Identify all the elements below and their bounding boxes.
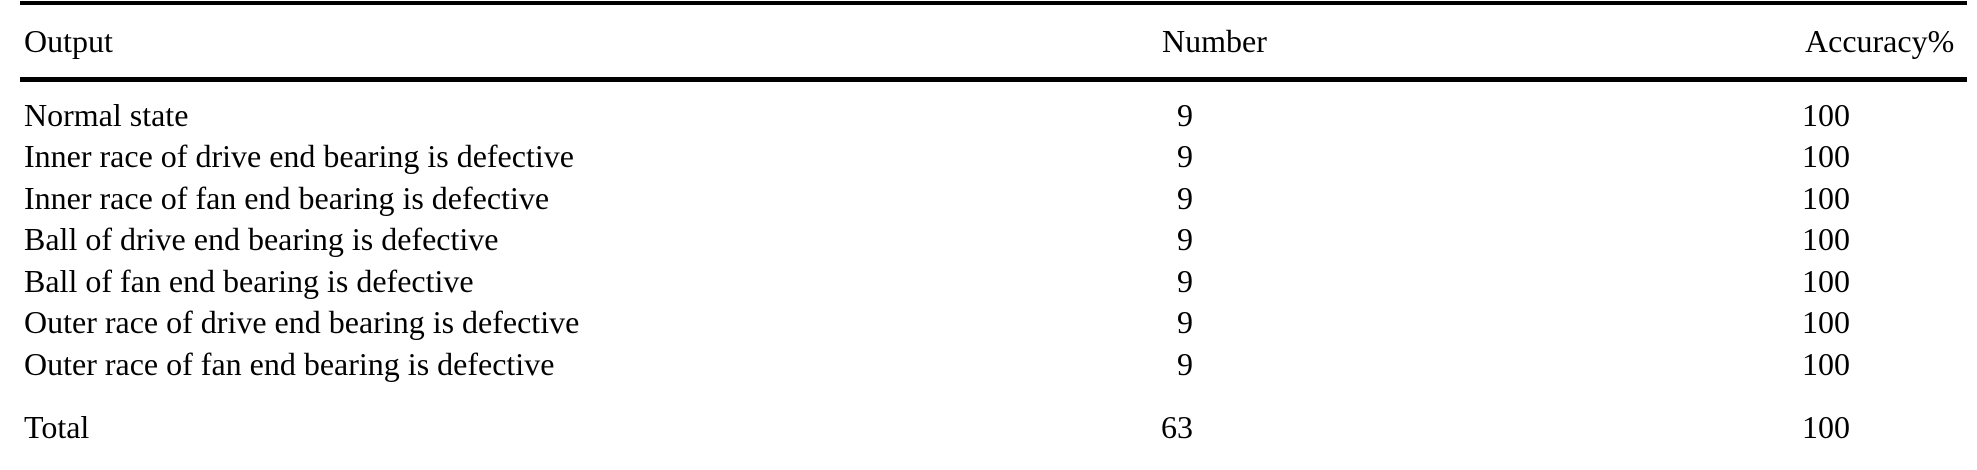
cell-number: 9	[1177, 304, 1193, 341]
cell-output: Inner race of drive end bearing is defec…	[24, 138, 574, 175]
cell-number: 9	[1177, 138, 1193, 175]
table-row: Inner race of fan end bearing is defecti…	[0, 177, 1977, 219]
table-row: Ball of fan end bearing is defective 9 1…	[0, 260, 1977, 302]
cell-output: Normal state	[24, 96, 189, 133]
table-row: Normal state 9 100	[0, 94, 1977, 136]
table-body: Normal state 9 100 Inner race of drive e…	[0, 82, 1977, 385]
total-accuracy-value: 100	[1802, 409, 1850, 446]
cell-output: Inner race of fan end bearing is defecti…	[24, 179, 550, 216]
column-header-output: Output	[24, 23, 113, 59]
cell-output: Outer race of fan end bearing is defecti…	[24, 345, 555, 382]
cell-number: 9	[1177, 96, 1193, 133]
column-header-number: Number	[1162, 23, 1267, 59]
cell-number: 9	[1177, 179, 1193, 216]
table-row: Outer race of drive end bearing is defec…	[0, 302, 1977, 344]
table-row: Inner race of drive end bearing is defec…	[0, 136, 1977, 178]
total-label: Total	[24, 409, 90, 446]
cell-accuracy: 100	[1802, 262, 1850, 299]
table-top-rule	[20, 1, 1967, 5]
cell-number: 9	[1177, 345, 1193, 382]
cell-accuracy: 100	[1802, 304, 1850, 341]
cell-output: Ball of drive end bearing is defective	[24, 221, 499, 258]
cell-number: 9	[1177, 262, 1193, 299]
table-total-row: Total 63 100	[0, 407, 1977, 449]
cell-accuracy: 100	[1802, 221, 1850, 258]
table-row: Outer race of fan end bearing is defecti…	[0, 343, 1977, 385]
cell-accuracy: 100	[1802, 179, 1850, 216]
cell-accuracy: 100	[1802, 138, 1850, 175]
table-row: Ball of drive end bearing is defective 9…	[0, 219, 1977, 261]
column-header-accuracy: Accuracy%	[1805, 23, 1955, 59]
cell-accuracy: 100	[1802, 96, 1850, 133]
table-header-rule	[20, 77, 1967, 82]
table-header-row: Output Number Accuracy%	[0, 5, 1977, 77]
cell-output: Outer race of drive end bearing is defec…	[24, 304, 580, 341]
cell-output: Ball of fan end bearing is defective	[24, 262, 474, 299]
total-number-value: 63	[1161, 409, 1193, 446]
cell-accuracy: 100	[1802, 345, 1850, 382]
cell-number: 9	[1177, 221, 1193, 258]
